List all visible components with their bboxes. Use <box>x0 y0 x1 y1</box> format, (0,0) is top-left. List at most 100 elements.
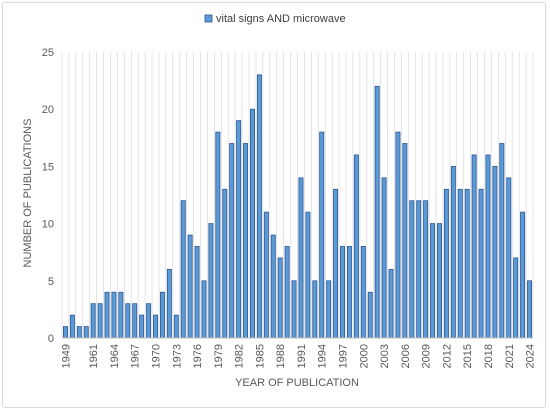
bar <box>298 177 304 339</box>
x-tick-label: 1973 <box>171 344 183 368</box>
y-axis-title: NUMBER OF PUBLICATIONS <box>22 119 34 268</box>
x-tick-label: 1961 <box>88 344 100 368</box>
bar <box>402 143 408 339</box>
x-tick-label: 1988 <box>275 344 287 368</box>
bar <box>270 234 276 339</box>
bar <box>83 326 89 339</box>
x-tick-label: 2012 <box>441 344 453 368</box>
bar <box>173 314 179 339</box>
bar <box>249 108 255 339</box>
bar <box>388 268 394 339</box>
bar <box>132 303 138 339</box>
axes: 0 5 10 15 20 25 1949 1961 1964 1967 1970 1973 1976 19… <box>42 47 537 368</box>
bar <box>97 303 103 339</box>
bar <box>284 246 290 339</box>
bar <box>76 326 82 339</box>
x-tick-label: 1976 <box>192 344 204 368</box>
bar <box>263 211 269 339</box>
bar <box>333 188 339 339</box>
bar <box>409 200 415 339</box>
bar <box>464 188 470 339</box>
bar <box>229 143 235 339</box>
bar <box>506 177 512 339</box>
bar <box>222 188 228 339</box>
bar <box>513 257 519 339</box>
legend-swatch <box>204 14 213 23</box>
bar <box>146 303 152 339</box>
bar <box>159 291 165 339</box>
bar <box>208 223 214 339</box>
x-tick-label: 2009 <box>421 344 433 368</box>
bar <box>360 246 366 339</box>
y-tick-label: 25 <box>42 47 54 59</box>
bar <box>353 154 359 339</box>
bar <box>139 314 145 339</box>
bar <box>312 280 318 339</box>
bar <box>443 188 449 339</box>
legend: vital signs AND microwave <box>204 13 346 25</box>
bar <box>416 200 422 339</box>
bar <box>90 303 96 339</box>
x-tick-label: 2003 <box>379 344 391 368</box>
bar <box>527 280 533 339</box>
x-tick-label: 2015 <box>462 344 474 368</box>
x-tick-label: 1964 <box>109 344 121 368</box>
x-tick-label: 1949 <box>61 344 73 368</box>
bar <box>478 188 484 339</box>
bar <box>277 257 283 339</box>
bar <box>346 246 352 339</box>
bar <box>326 280 332 339</box>
bar <box>374 85 380 339</box>
bar <box>291 280 297 339</box>
bar <box>492 165 498 339</box>
x-tick-label: 1991 <box>296 344 308 368</box>
bar <box>118 291 124 339</box>
bar <box>381 177 387 339</box>
bar <box>111 291 117 339</box>
y-tick-label: 15 <box>42 161 54 173</box>
bar <box>256 74 262 339</box>
bar <box>499 143 505 339</box>
bar <box>62 326 68 339</box>
bar <box>305 211 311 339</box>
bar <box>520 211 526 339</box>
grid-lines <box>61 52 534 338</box>
x-tick-label: 1967 <box>130 344 142 368</box>
bar <box>187 234 193 339</box>
bar <box>395 131 401 339</box>
x-tick-label: 2021 <box>504 344 516 368</box>
bar <box>471 154 477 339</box>
bar <box>153 314 158 339</box>
x-tick-label: 1979 <box>213 344 225 368</box>
x-tick-label: 1997 <box>338 344 350 368</box>
legend-label: vital signs AND microwave <box>216 13 346 25</box>
bar <box>166 268 172 339</box>
bar <box>430 223 436 339</box>
bar <box>243 143 249 339</box>
bar <box>457 188 463 339</box>
bar <box>437 223 442 339</box>
bar <box>215 131 221 339</box>
bar <box>423 200 429 339</box>
bar <box>367 291 373 339</box>
bar <box>236 120 242 339</box>
bar <box>319 131 325 339</box>
x-tick-label: 1994 <box>317 344 329 368</box>
bar <box>194 246 200 339</box>
y-tick-label: 0 <box>48 333 54 345</box>
y-tick-label: 20 <box>42 104 54 116</box>
bar <box>450 165 456 339</box>
x-tick-label: 2018 <box>483 344 495 368</box>
bar <box>201 280 207 339</box>
bar <box>340 246 346 339</box>
x-axis-title: YEAR OF PUBLICATION <box>235 377 359 389</box>
bar <box>104 291 110 339</box>
x-tick-label: 1970 <box>151 344 163 368</box>
bar <box>125 303 131 339</box>
y-tick-label: 5 <box>48 276 54 288</box>
bar <box>180 200 186 339</box>
y-tick-label: 10 <box>42 219 54 231</box>
x-tick-label: 1982 <box>234 344 246 368</box>
x-tick-label: 1985 <box>254 344 266 368</box>
